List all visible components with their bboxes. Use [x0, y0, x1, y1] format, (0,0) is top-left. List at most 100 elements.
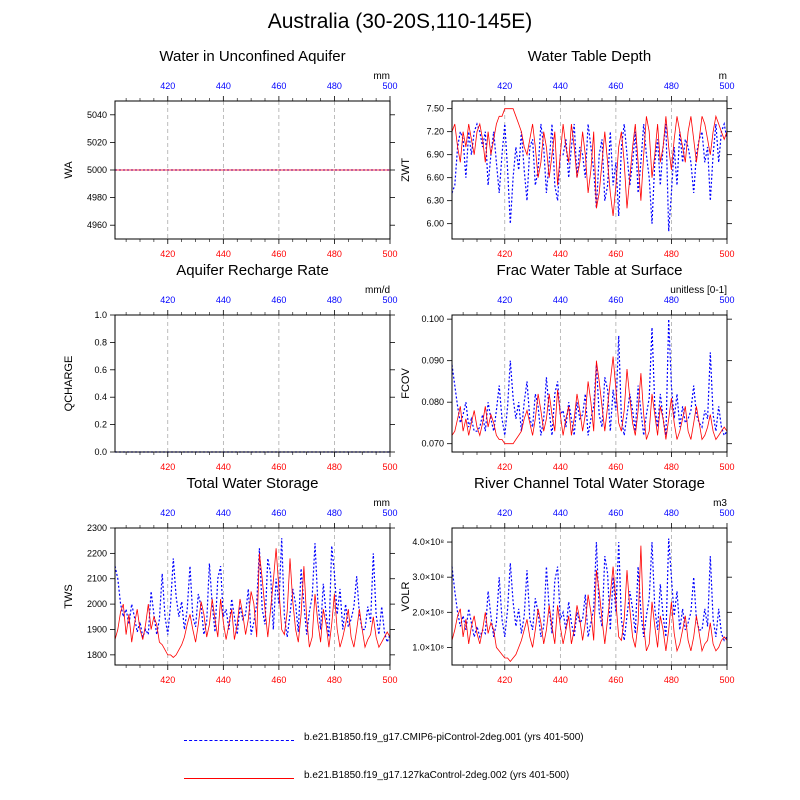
figure-title: Australia (30-20S,110-145E)	[267, 10, 533, 33]
legend-entry-blue: b.e21.B1850.f19_g17.CMIP6-piControl-2deg…	[180, 730, 780, 750]
x-tick-label-top: 480	[664, 508, 679, 518]
panel-5: Total Water Storage mm TWS 420 420 440 440 460 4…	[63, 475, 398, 685]
x-tick-label-bottom: 460	[271, 249, 286, 259]
y-axis-label: ZWT	[400, 158, 412, 182]
panel-title: Aquifer Recharge Rate	[176, 262, 329, 279]
x-tick-label-top: 500	[382, 508, 397, 518]
y-tick-label: 0.8	[94, 337, 107, 347]
panel-3: Aquifer Recharge Rate mm/d QCHARGE 420 420 44…	[63, 262, 398, 472]
y-tick-label: 5000	[87, 165, 107, 175]
x-tick-label-bottom: 420	[497, 249, 512, 259]
x-tick-label-top: 440	[216, 81, 231, 91]
panel-title: Water Table Depth	[528, 48, 651, 65]
panel-units: m	[719, 71, 727, 82]
plot-frame	[114, 314, 391, 453]
y-tick-label: 5040	[87, 110, 107, 120]
x-tick-label-bottom: 440	[553, 675, 568, 685]
y-tick-label: 7.50	[426, 104, 444, 114]
x-tick-label-top: 500	[719, 81, 734, 91]
y-tick-label: 0.090	[421, 356, 444, 366]
y-tick-label: 7.20	[426, 127, 444, 137]
x-tick-label-bottom: 500	[382, 462, 397, 472]
panel-units: mm	[373, 498, 390, 509]
y-tick-label: 2200	[87, 548, 107, 558]
series-line-red	[451, 356, 728, 445]
x-tick-label-top: 500	[719, 508, 734, 518]
x-tick-label-top: 500	[382, 295, 397, 305]
x-tick-label-bottom: 500	[719, 675, 734, 685]
y-axis-label: QCHARGE	[63, 356, 75, 412]
y-tick-label: 6.60	[426, 173, 444, 183]
x-tick-label-top: 480	[327, 508, 342, 518]
y-tick-label: 2100	[87, 574, 107, 584]
x-tick-label-top: 440	[553, 508, 568, 518]
y-tick-label: 0.100	[421, 314, 444, 324]
y-tick-label: 5020	[87, 137, 107, 147]
x-tick-label-top: 460	[608, 508, 623, 518]
x-tick-label-bottom: 480	[664, 675, 679, 685]
x-tick-label-top: 440	[553, 295, 568, 305]
x-tick-label-bottom: 500	[382, 675, 397, 685]
x-tick-label-bottom: 440	[216, 675, 231, 685]
x-tick-label-top: 420	[160, 295, 175, 305]
x-tick-label-bottom: 440	[553, 462, 568, 472]
x-tick-label-bottom: 420	[160, 249, 175, 259]
x-tick-label-bottom: 480	[664, 249, 679, 259]
panel-title: Total Water Storage	[186, 475, 318, 492]
x-tick-label-bottom: 480	[327, 462, 342, 472]
x-tick-label-bottom: 480	[327, 249, 342, 259]
x-tick-label-bottom: 460	[608, 462, 623, 472]
y-tick-label: 0.6	[94, 365, 107, 375]
panel-1: Water in Unconfined Aquifer mm WA 420 420 440…	[63, 48, 398, 259]
legend: b.e21.B1850.f19_g17.CMIP6-piControl-2deg…	[180, 730, 780, 790]
series-line-blue	[451, 319, 728, 437]
x-tick-label-top: 420	[497, 81, 512, 91]
x-tick-label-bottom: 420	[160, 462, 175, 472]
x-tick-label-bottom: 460	[608, 675, 623, 685]
legend-label-red: b.e21.B1850.f19_g17.127kaControl-2deg.00…	[304, 770, 570, 781]
x-tick-label-top: 480	[327, 295, 342, 305]
panel-4: Frac Water Table at Surface unitless [0-1…	[400, 262, 735, 472]
y-tick-label: 0.0	[94, 447, 107, 457]
y-tick-label: 4.0×10⁸	[412, 537, 444, 547]
x-tick-label-bottom: 440	[216, 462, 231, 472]
x-tick-label-bottom: 460	[271, 675, 286, 685]
y-tick-label: 2300	[87, 523, 107, 533]
x-tick-label-bottom: 500	[719, 249, 734, 259]
panel-2: Water Table Depth m ZWT 420 420 440 440 460 460 4…	[400, 48, 735, 259]
x-tick-label-top: 420	[160, 508, 175, 518]
x-tick-label-top: 420	[497, 295, 512, 305]
series-line-red	[451, 108, 728, 217]
y-tick-label: 0.4	[94, 392, 107, 402]
y-tick-label: 4980	[87, 193, 107, 203]
plot-frame	[451, 314, 728, 453]
x-tick-label-top: 460	[271, 81, 286, 91]
plot-frame	[114, 100, 391, 240]
x-tick-label-bottom: 480	[327, 675, 342, 685]
x-tick-label-bottom: 460	[271, 462, 286, 472]
x-tick-label-top: 460	[271, 295, 286, 305]
x-tick-label-top: 440	[216, 295, 231, 305]
x-tick-label-bottom: 420	[497, 462, 512, 472]
x-tick-label-top: 500	[382, 81, 397, 91]
legend-label-blue: b.e21.B1850.f19_g17.CMIP6-piControl-2deg…	[304, 732, 584, 743]
panel-title: Frac Water Table at Surface	[497, 262, 683, 279]
x-tick-label-top: 500	[719, 295, 734, 305]
panel-title: River Channel Total Water Storage	[474, 475, 705, 492]
panel-units: unitless [0-1]	[670, 285, 727, 296]
y-tick-label: 1800	[87, 650, 107, 660]
y-tick-label: 1900	[87, 624, 107, 634]
legend-swatch-blue	[184, 740, 294, 741]
plot-frame	[451, 100, 728, 240]
y-tick-label: 0.070	[421, 439, 444, 449]
series-line-red	[114, 548, 391, 658]
y-tick-label: 0.2	[94, 420, 107, 430]
panel-units: m3	[713, 498, 727, 509]
x-tick-label-bottom: 500	[719, 462, 734, 472]
x-tick-label-top: 440	[553, 81, 568, 91]
y-tick-label: 6.30	[426, 196, 444, 206]
panel-units: mm/d	[365, 285, 390, 296]
series-line-red	[451, 545, 728, 663]
legend-swatch-red	[184, 778, 294, 779]
